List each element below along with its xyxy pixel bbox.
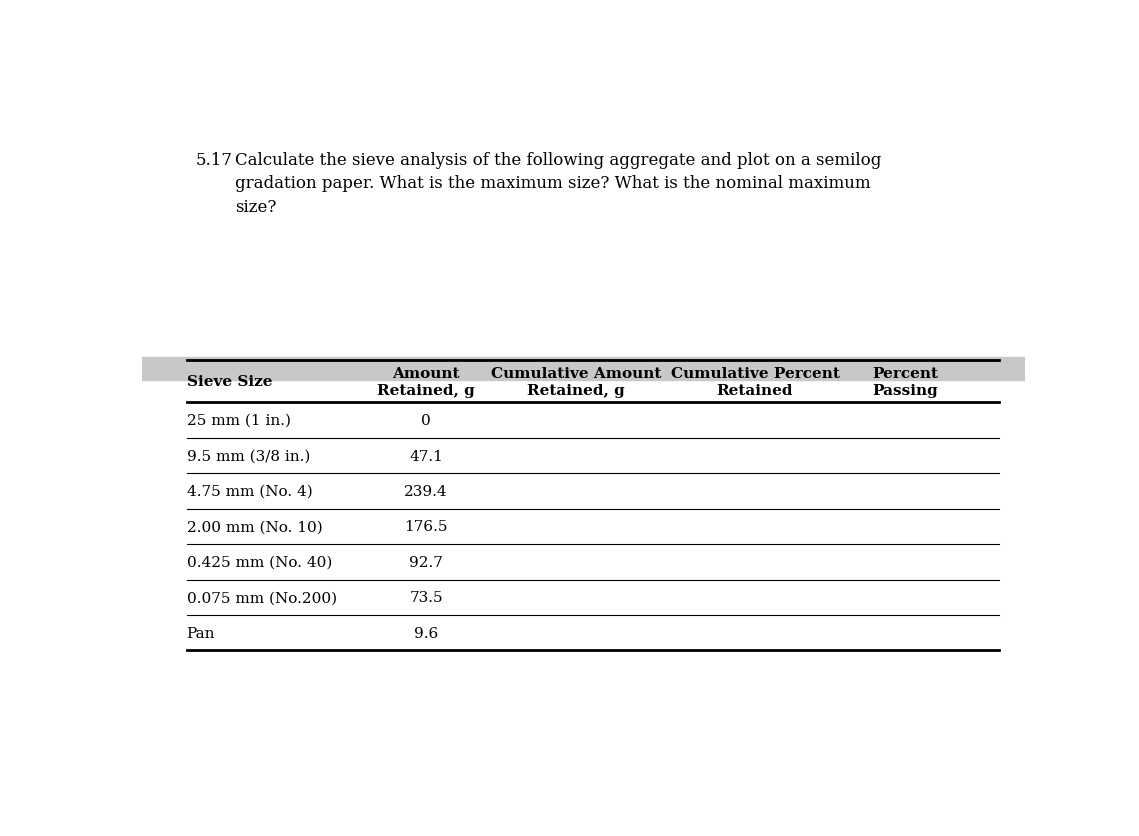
Text: 0.075 mm (No.200): 0.075 mm (No.200): [187, 590, 337, 604]
Text: 9.5 mm (3/8 in.): 9.5 mm (3/8 in.): [187, 449, 310, 463]
Text: 4.75 mm (No. 4): 4.75 mm (No. 4): [187, 484, 312, 498]
Text: 239.4: 239.4: [404, 484, 448, 498]
Text: 9.6: 9.6: [413, 626, 439, 640]
Text: 5.17: 5.17: [196, 152, 232, 169]
Bar: [142, 358, 1025, 380]
Text: 47.1: 47.1: [409, 449, 443, 463]
Text: Cumulative Percent
Retained: Cumulative Percent Retained: [671, 366, 839, 398]
Text: Amount
Retained, g: Amount Retained, g: [377, 366, 475, 398]
Text: Sieve Size: Sieve Size: [187, 375, 272, 389]
Text: Cumulative Amount
Retained, g: Cumulative Amount Retained, g: [491, 366, 662, 398]
Text: 73.5: 73.5: [409, 590, 443, 604]
Text: Pan: Pan: [187, 626, 215, 640]
Text: 2.00 mm (No. 10): 2.00 mm (No. 10): [187, 520, 322, 533]
Text: Calculate the sieve analysis of the following aggregate and plot on a semilog
gr: Calculate the sieve analysis of the foll…: [235, 152, 882, 216]
Text: Percent
Passing: Percent Passing: [872, 366, 939, 398]
Text: 0.425 mm (No. 40): 0.425 mm (No. 40): [187, 555, 331, 569]
Text: 25 mm (1 in.): 25 mm (1 in.): [187, 414, 290, 427]
Text: 176.5: 176.5: [404, 520, 448, 533]
Text: 92.7: 92.7: [409, 555, 443, 569]
Text: 0: 0: [421, 414, 431, 427]
